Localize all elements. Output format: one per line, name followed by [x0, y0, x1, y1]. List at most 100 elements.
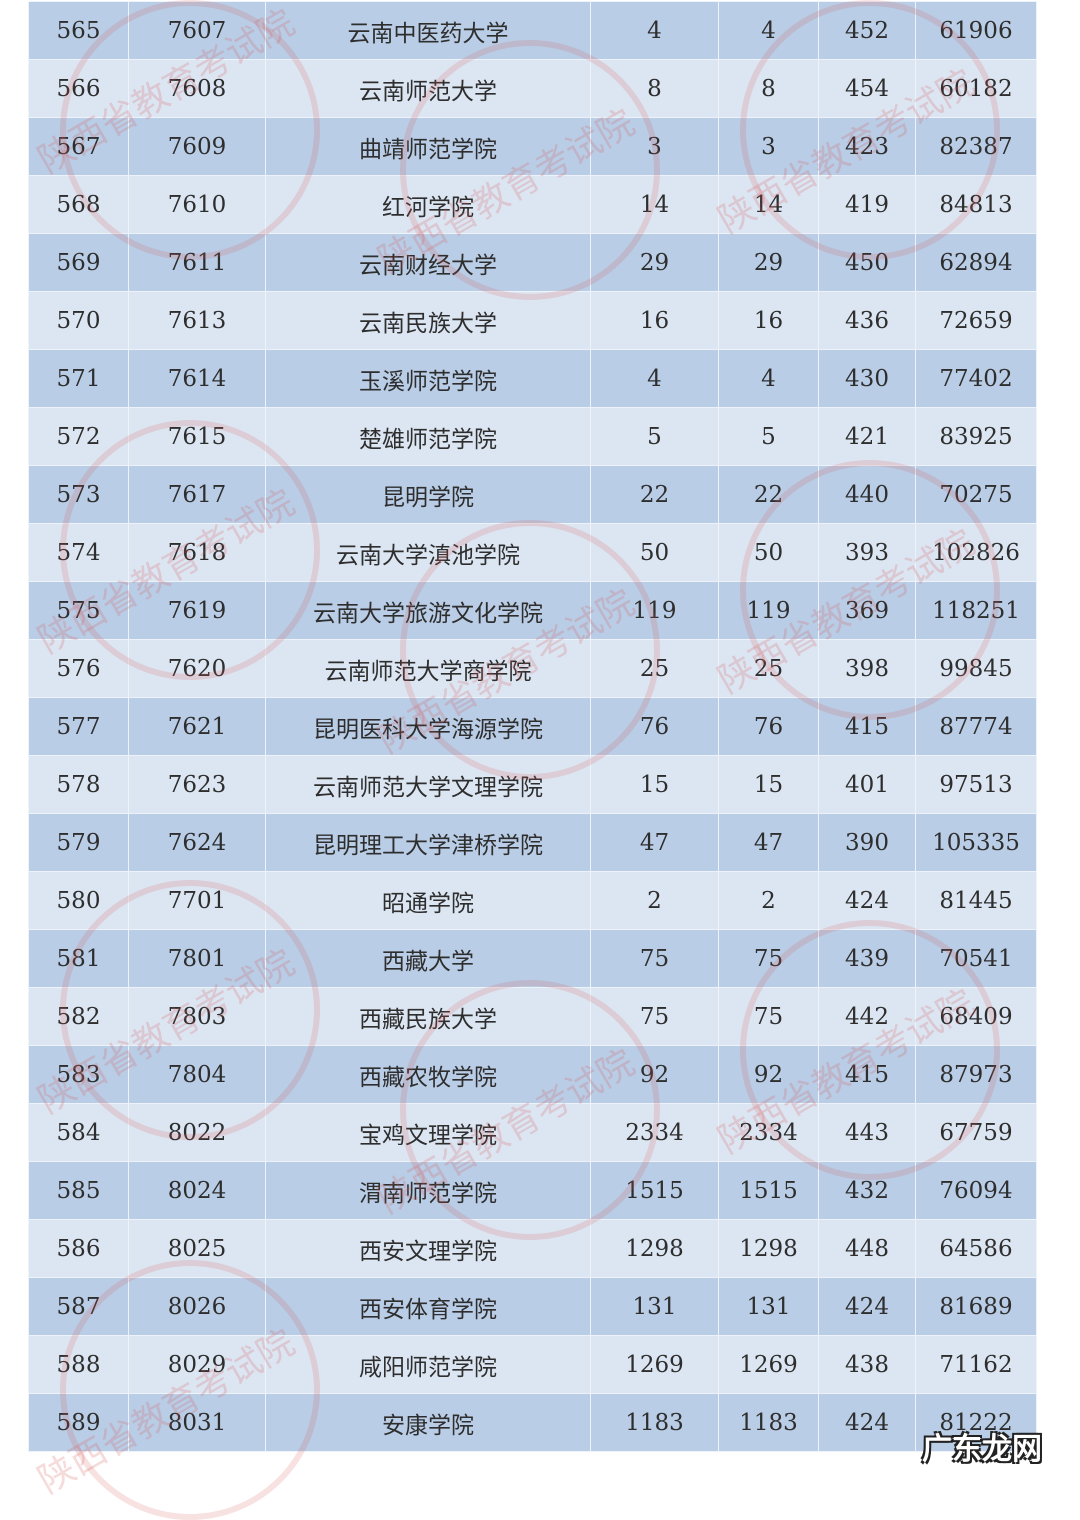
- min-rank: 70275: [915, 465, 1037, 524]
- table-row: 585 8024 渭南师范学院 1515 1515 432 76094: [28, 1161, 1037, 1220]
- school-code: 7618: [128, 523, 266, 582]
- min-rank: 83925: [915, 407, 1037, 466]
- min-score: 415: [818, 1045, 916, 1104]
- row-index: 569: [28, 233, 129, 292]
- min-score: 424: [818, 871, 916, 930]
- school-name: 昭通学院: [265, 871, 591, 930]
- school-name: 云南师范大学文理学院: [265, 755, 591, 814]
- table-row: 584 8022 宝鸡文理学院 2334 2334 443 67759: [28, 1103, 1037, 1162]
- table-row: 578 7623 云南师范大学文理学院 15 15 401 97513: [28, 755, 1037, 814]
- plan-count: 131: [590, 1277, 719, 1336]
- min-score: 439: [818, 929, 916, 988]
- min-rank: 81222: [915, 1393, 1037, 1452]
- school-code: 7610: [128, 175, 266, 234]
- table-row: 572 7615 楚雄师范学院 5 5 421 83925: [28, 407, 1037, 466]
- admitted-count: 1269: [718, 1335, 819, 1394]
- min-score: 454: [818, 59, 916, 118]
- row-index: 582: [28, 987, 129, 1046]
- min-rank: 82387: [915, 117, 1037, 176]
- row-index: 584: [28, 1103, 129, 1162]
- plan-count: 75: [590, 929, 719, 988]
- admitted-count: 75: [718, 987, 819, 1046]
- table-row: 569 7611 云南财经大学 29 29 450 62894: [28, 233, 1037, 292]
- school-name: 云南中医药大学: [265, 1, 591, 60]
- school-name: 西藏民族大学: [265, 987, 591, 1046]
- school-code: 8026: [128, 1277, 266, 1336]
- plan-count: 5: [590, 407, 719, 466]
- admitted-count: 119: [718, 581, 819, 640]
- row-index: 585: [28, 1161, 129, 1220]
- table-row: 567 7609 曲靖师范学院 3 3 423 82387: [28, 117, 1037, 176]
- row-index: 567: [28, 117, 129, 176]
- admitted-count: 8: [718, 59, 819, 118]
- min-score: 438: [818, 1335, 916, 1394]
- row-index: 581: [28, 929, 129, 988]
- school-code: 7620: [128, 639, 266, 698]
- school-name: 西藏大学: [265, 929, 591, 988]
- table-row: 579 7624 昆明理工大学津桥学院 47 47 390 105335: [28, 813, 1037, 872]
- min-rank: 84813: [915, 175, 1037, 234]
- admitted-count: 22: [718, 465, 819, 524]
- min-rank: 87973: [915, 1045, 1037, 1104]
- admitted-count: 47: [718, 813, 819, 872]
- table-row: 576 7620 云南师范大学商学院 25 25 398 99845: [28, 639, 1037, 698]
- table-row: 582 7803 西藏民族大学 75 75 442 68409: [28, 987, 1037, 1046]
- admitted-count: 76: [718, 697, 819, 756]
- row-index: 568: [28, 175, 129, 234]
- row-index: 578: [28, 755, 129, 814]
- min-score: 423: [818, 117, 916, 176]
- row-index: 587: [28, 1277, 129, 1336]
- min-score: 443: [818, 1103, 916, 1162]
- min-rank: 64586: [915, 1219, 1037, 1278]
- school-name: 云南民族大学: [265, 291, 591, 350]
- admitted-count: 1183: [718, 1393, 819, 1452]
- plan-count: 47: [590, 813, 719, 872]
- min-rank: 102826: [915, 523, 1037, 582]
- admitted-count: 131: [718, 1277, 819, 1336]
- min-rank: 71162: [915, 1335, 1037, 1394]
- admitted-count: 92: [718, 1045, 819, 1104]
- plan-count: 3: [590, 117, 719, 176]
- table-row: 575 7619 云南大学旅游文化学院 119 119 369 118251: [28, 581, 1037, 640]
- plan-count: 92: [590, 1045, 719, 1104]
- min-score: 432: [818, 1161, 916, 1220]
- plan-count: 4: [590, 1, 719, 60]
- school-code: 7615: [128, 407, 266, 466]
- min-score: 440: [818, 465, 916, 524]
- min-score: 369: [818, 581, 916, 640]
- admitted-count: 75: [718, 929, 819, 988]
- table-row: 583 7804 西藏农牧学院 92 92 415 87973: [28, 1045, 1037, 1104]
- school-code: 7803: [128, 987, 266, 1046]
- min-rank: 81689: [915, 1277, 1037, 1336]
- school-code: 7621: [128, 697, 266, 756]
- min-score: 419: [818, 175, 916, 234]
- school-code: 7804: [128, 1045, 266, 1104]
- school-code: 7609: [128, 117, 266, 176]
- plan-count: 2: [590, 871, 719, 930]
- min-rank: 62894: [915, 233, 1037, 292]
- min-rank: 99845: [915, 639, 1037, 698]
- plan-count: 8: [590, 59, 719, 118]
- school-name: 楚雄师范学院: [265, 407, 591, 466]
- min-rank: 77402: [915, 349, 1037, 408]
- school-code: 8025: [128, 1219, 266, 1278]
- admitted-count: 29: [718, 233, 819, 292]
- table-row: 565 7607 云南中医药大学 4 4 452 61906: [28, 1, 1037, 60]
- school-code: 8029: [128, 1335, 266, 1394]
- school-name: 云南财经大学: [265, 233, 591, 292]
- row-index: 589: [28, 1393, 129, 1452]
- school-name: 咸阳师范学院: [265, 1335, 591, 1394]
- row-index: 577: [28, 697, 129, 756]
- min-score: 401: [818, 755, 916, 814]
- plan-count: 16: [590, 291, 719, 350]
- admitted-count: 16: [718, 291, 819, 350]
- admission-table: 565 7607 云南中医药大学 4 4 452 61906 566 7608 云南师范大学 8 8 4…: [28, 1, 1037, 1452]
- plan-count: 1515: [590, 1161, 719, 1220]
- row-index: 573: [28, 465, 129, 524]
- school-name: 西藏农牧学院: [265, 1045, 591, 1104]
- table-row: 577 7621 昆明医科大学海源学院 76 76 415 87774: [28, 697, 1037, 756]
- school-name: 安康学院: [265, 1393, 591, 1452]
- admitted-count: 4: [718, 349, 819, 408]
- min-rank: 61906: [915, 1, 1037, 60]
- min-score: 424: [818, 1277, 916, 1336]
